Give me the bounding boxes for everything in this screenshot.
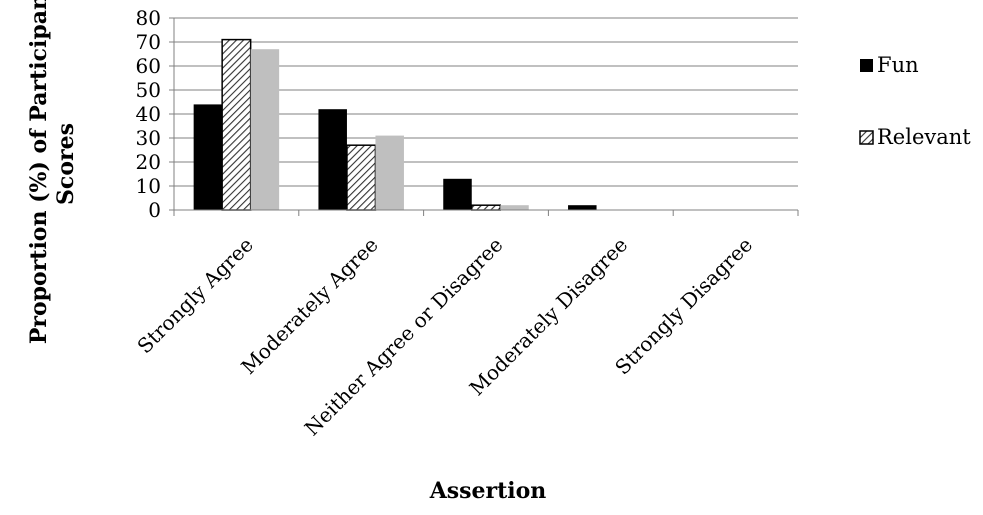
bar-series-1-neither-agree-or-disagree <box>471 204 501 211</box>
x-category-label: Neither Agree or Disagree <box>300 233 508 441</box>
y-tick-label: 0 <box>148 198 161 222</box>
legend: Fun Relevant <box>859 53 971 149</box>
bar-series-1-moderately-agree <box>346 144 377 211</box>
bar-series-2-moderately-agree <box>375 135 404 210</box>
y-tick-label: 30 <box>136 126 161 150</box>
legend-swatch <box>859 130 874 145</box>
y-tick-label: 70 <box>136 30 161 54</box>
y-tick-label: 40 <box>136 102 161 126</box>
bar-series-0-neither-agree-or-disagree <box>443 178 472 210</box>
x-category-label: Moderately Agree <box>236 233 382 379</box>
bar-series-0-strongly-agree <box>193 104 223 210</box>
bar-series-2-strongly-agree <box>250 49 280 211</box>
y-tick-label: 10 <box>136 174 161 198</box>
bar-series-2-neither-agree-or-disagree <box>500 205 529 210</box>
bars <box>193 38 597 211</box>
y-tick-label: 60 <box>136 54 161 78</box>
y-axis-title-line-2: Scores <box>53 123 79 205</box>
y-tick-label: 20 <box>136 150 161 174</box>
legend-swatch <box>860 59 873 72</box>
axes <box>169 17 799 216</box>
bar-series-0-moderately-agree <box>318 109 347 210</box>
x-axis-title: Assertion <box>429 478 547 504</box>
bar-series-1-strongly-agree <box>221 38 252 211</box>
y-tick-label: 50 <box>136 78 161 102</box>
y-axis-title-line-1: Proportion (%) of Participant <box>26 0 52 344</box>
legend-label: Fun <box>877 53 919 77</box>
x-category-label: Strongly Agree <box>132 233 258 359</box>
bar-series-0-moderately-disagree <box>568 205 597 210</box>
x-category-label: Strongly Disagree <box>610 233 757 380</box>
y-tick-label: 80 <box>136 6 161 30</box>
legend-label: Relevant <box>877 125 971 149</box>
